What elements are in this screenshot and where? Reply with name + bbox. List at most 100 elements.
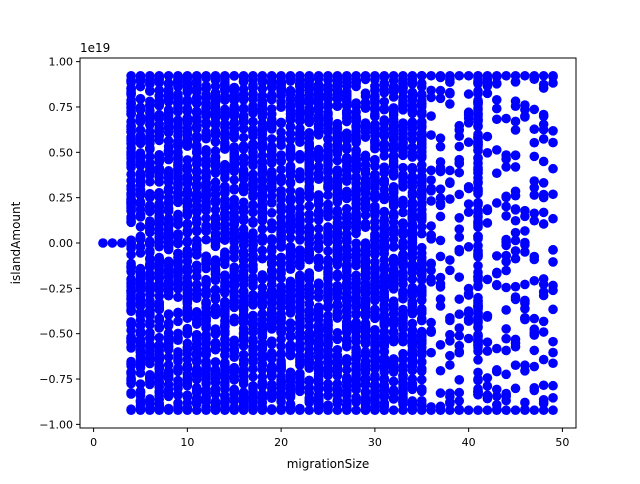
scatter-point <box>182 210 193 221</box>
scatter-point <box>370 191 380 201</box>
scatter-point <box>463 199 474 209</box>
scatter-point <box>163 107 174 118</box>
scatter-point <box>229 243 240 253</box>
scatter-point <box>210 182 221 193</box>
scatter-point <box>510 125 521 135</box>
scatter-point <box>426 130 436 140</box>
scatter-point <box>201 110 211 120</box>
scatter-point <box>398 330 408 341</box>
scatter-point <box>145 353 155 364</box>
scatter-point <box>229 207 240 218</box>
scatter-point <box>257 138 268 149</box>
scatter-point <box>407 326 418 336</box>
scatter-point <box>416 70 427 81</box>
scatter-point <box>416 363 427 374</box>
scatter-point <box>238 249 249 259</box>
scatter-point <box>529 215 540 226</box>
scatter-point <box>229 183 240 194</box>
scatter-point <box>191 271 202 282</box>
scatter-point <box>276 127 286 138</box>
scatter-point <box>266 83 277 93</box>
scatter-point <box>238 132 249 143</box>
scatter-point <box>332 345 343 355</box>
scatter-point <box>173 328 183 339</box>
scatter-point <box>182 174 193 184</box>
scatter-point <box>407 235 418 245</box>
scatter-point <box>323 167 333 177</box>
scatter-point <box>126 169 136 180</box>
scatter-point <box>135 105 146 115</box>
scatter-point <box>126 197 136 207</box>
scatter-point <box>313 393 324 404</box>
scatter-point <box>323 146 333 156</box>
scatter-point <box>257 389 268 399</box>
scatter-point <box>379 151 390 161</box>
scatter-point <box>435 184 446 194</box>
scatter-point <box>173 255 183 266</box>
scatter-point <box>360 132 371 142</box>
scatter-point <box>407 78 418 88</box>
scatter-point <box>491 343 502 354</box>
scatter-point <box>182 363 193 373</box>
scatter-point <box>173 122 183 133</box>
scatter-point <box>295 369 305 379</box>
scatter-point <box>473 247 483 258</box>
scatter-point <box>313 281 324 291</box>
scatter-point <box>332 146 343 157</box>
scatter-point <box>201 130 211 140</box>
scatter-point <box>266 104 277 114</box>
scatter-point <box>276 405 286 416</box>
scatter-point <box>257 90 268 101</box>
scatter-point <box>463 207 474 217</box>
scatter-point <box>501 345 511 356</box>
scatter-point <box>341 245 352 256</box>
scatter-point <box>295 341 305 351</box>
scatter-point <box>398 253 408 264</box>
scatter-point <box>463 118 474 128</box>
scatter-point <box>520 279 530 290</box>
scatter-point <box>482 218 493 228</box>
scatter-point <box>126 387 136 398</box>
scatter-point <box>473 173 483 183</box>
scatter-point <box>323 133 333 144</box>
scatter-point <box>445 177 455 187</box>
scatter-point <box>304 336 315 346</box>
scatter-point <box>341 358 352 368</box>
scatter-point <box>416 198 427 208</box>
scatter-point <box>416 342 427 353</box>
scatter-point <box>266 271 277 281</box>
scatter-point <box>491 70 502 81</box>
scatter-point <box>473 103 483 113</box>
scatter-point <box>145 295 155 306</box>
scatter-point <box>201 145 211 155</box>
scatter-point <box>201 310 211 321</box>
scatter-point <box>210 260 221 270</box>
scatter-point <box>398 143 408 153</box>
scatter-point <box>276 85 286 95</box>
scatter-point <box>313 112 324 123</box>
scatter-point <box>407 171 418 182</box>
scatter-point <box>145 377 155 387</box>
scatter-point <box>163 341 174 352</box>
scatter-point <box>379 175 390 186</box>
scatter-point <box>154 109 165 120</box>
scatter-point <box>248 228 258 238</box>
scatter-point <box>126 358 136 369</box>
scatter-point <box>435 340 446 350</box>
scatter-point <box>510 360 521 370</box>
scatter-point <box>491 384 502 395</box>
scatter-point <box>360 150 371 161</box>
scatter-point <box>501 192 511 203</box>
scatter-point <box>126 127 136 137</box>
scatter-point <box>126 298 136 308</box>
scatter-point <box>135 221 146 232</box>
scatter-point <box>454 246 465 257</box>
scatter-point <box>473 337 483 347</box>
scatter-point <box>407 95 418 106</box>
scatter-point <box>163 145 174 156</box>
scatter-point <box>313 242 324 253</box>
scatter-point <box>445 255 455 265</box>
scatter-point <box>323 405 333 416</box>
scatter-point <box>370 201 380 212</box>
scatter-point <box>370 240 380 251</box>
